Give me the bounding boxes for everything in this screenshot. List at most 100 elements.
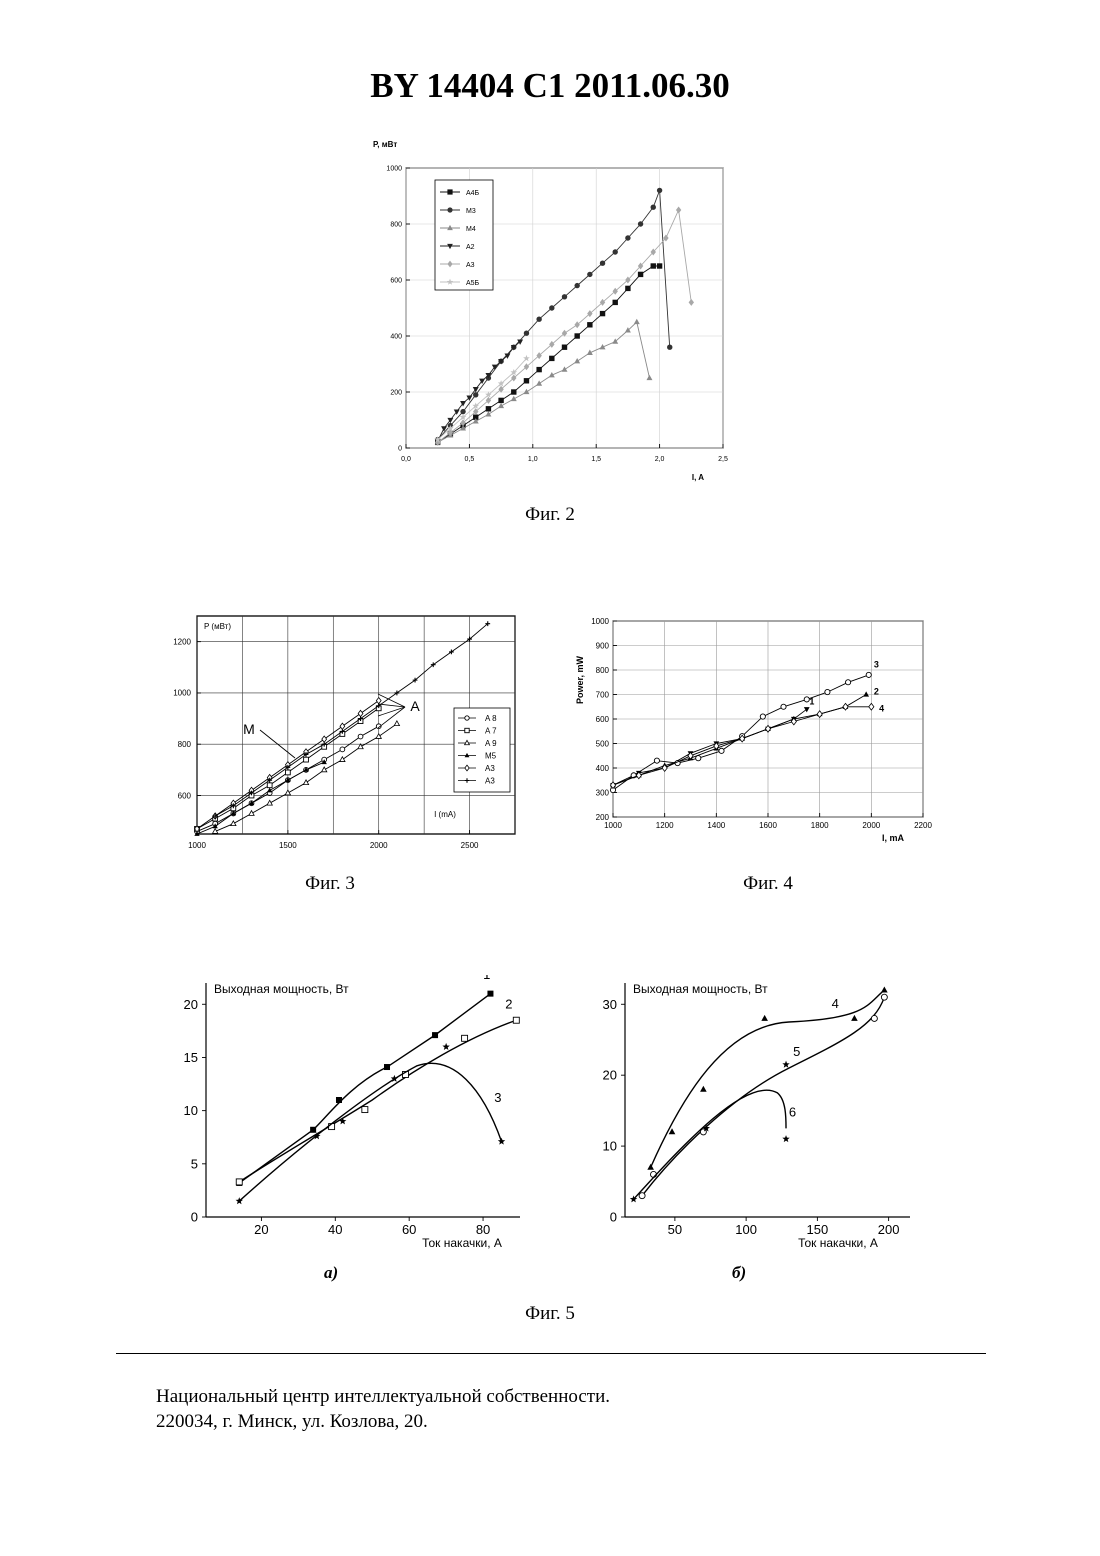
fig5a-series-3: [236, 1043, 506, 1204]
fig5a-series-2-curve: [239, 1020, 516, 1182]
fig5b-sublabel: б): [732, 1263, 746, 1283]
fig3-legend-label: A 8: [485, 714, 497, 723]
fig2-series-1-point: [498, 398, 503, 403]
fig3-legend-label: M5: [485, 752, 497, 761]
fig5b-x-tick-label: 200: [878, 1222, 900, 1237]
fig3-series-2-point: [285, 770, 290, 775]
fig2-series-1-point: [511, 389, 516, 394]
fig4-y-tick-label: 200: [596, 813, 610, 822]
fig5a-x-tick-label: 20: [254, 1222, 268, 1237]
fig2-x-axis-title: I, A: [692, 473, 704, 482]
fig5b-chart: 501001502000102030Ток накачки, АВыходная…: [590, 975, 920, 1257]
fig2-legend: А4БМ3М4А2А3А5Б: [435, 180, 493, 290]
fig4-y-axis-title: Power, mW: [575, 655, 585, 704]
fig2-series-1-point: [657, 263, 662, 268]
fig2-series-2-point: [638, 221, 643, 226]
fig5a-y-tick-label: 10: [184, 1103, 198, 1118]
fig2-series-2-point: [625, 235, 630, 240]
fig5a-x-tick-label: 40: [328, 1222, 342, 1237]
fig5b-series-3-point: [782, 1135, 789, 1142]
fig2-series-2-point: [651, 205, 656, 210]
fig4-series-3-point: [781, 704, 786, 709]
fig4-caption: Фиг. 4: [668, 873, 868, 895]
fig5b-series-1-curve: [651, 990, 885, 1167]
fig2-series-2-point: [667, 345, 672, 350]
fig5a-y-tick-label: 5: [191, 1156, 198, 1171]
fig4-x-tick-label: 1000: [604, 821, 622, 830]
fig3-x-tick-label: 1500: [279, 841, 297, 850]
fig5b-x-tick-label: 150: [807, 1222, 829, 1237]
fig2-x-tick-label: 0,5: [465, 456, 475, 463]
fig3-annotation-m: M: [243, 721, 255, 737]
fig3-caption: Фиг. 3: [230, 873, 430, 895]
fig3-y-axis-title: P (мВт): [204, 622, 231, 631]
fig5b-series-1-point: [851, 1015, 858, 1021]
fig2-series-1-point: [600, 311, 605, 316]
fig5b-series-1-point: [700, 1086, 707, 1092]
fig4-y-tick-label: 500: [596, 739, 610, 748]
fig4-series-4-label: 4: [879, 704, 884, 714]
fig2-chart: 0,00,51,01,52,02,502004006008001000I, AP…: [358, 130, 738, 490]
fig5b-series-3-label: 6: [789, 1104, 796, 1119]
fig4-x-tick-label: 1800: [811, 821, 829, 830]
fig5b-series-2-point: [881, 994, 887, 1000]
fig3-legend-marker: [465, 728, 469, 732]
fig2-legend-label: М4: [466, 226, 476, 233]
fig2-series-1-point: [524, 378, 529, 383]
fig4-y-tick-label: 300: [596, 788, 610, 797]
fig5b-series-1: [647, 986, 887, 1169]
fig2-series-1-point: [638, 272, 643, 277]
fig4-x-tick-label: 2200: [914, 821, 932, 830]
fig2-legend-marker: [447, 189, 452, 194]
fig5a-series-1-point: [336, 1097, 342, 1103]
fig3-annotation-a: A: [410, 698, 420, 714]
fig2-legend-marker: [447, 207, 452, 212]
fig2-series-2-point: [473, 392, 478, 397]
fig4-x-tick-label: 1200: [656, 821, 674, 830]
fig5b-y-axis-title: Выходная мощность, Вт: [633, 982, 768, 996]
fig5a-sublabel: а): [324, 1263, 338, 1283]
fig4-y-tick-label: 400: [596, 764, 610, 773]
fig5a-series-2-label: 2: [505, 997, 512, 1012]
fig2-y-tick-label: 0: [398, 445, 402, 452]
fig4-y-tick-label: 700: [596, 690, 610, 699]
fig4-y-tick-label: 900: [596, 641, 610, 650]
fig2-series-1-point: [651, 263, 656, 268]
fig2-series-2-point: [562, 294, 567, 299]
fig5a-series-3-point: [498, 1138, 505, 1145]
fig4-x-axis-title: I, mA: [882, 833, 905, 843]
fig2-series-2-point: [574, 283, 579, 288]
page-title: BY 14404 C1 2011.06.30: [0, 66, 1100, 106]
fig2-series-1-point: [587, 322, 592, 327]
fig3-legend-box: [454, 708, 510, 792]
fig5b-series-2-label: 5: [793, 1044, 800, 1059]
fig2-series-1-point: [574, 333, 579, 338]
fig4-series-1-label: 1: [809, 696, 814, 706]
fig2-series-2-point: [600, 261, 605, 266]
fig5a-series-3-curve: [239, 1063, 501, 1201]
fig4-x-tick-label: 1400: [707, 821, 725, 830]
fig2-legend-label: А5Б: [466, 280, 480, 287]
fig5b-series-1-label: 4: [832, 996, 839, 1011]
fig2-legend-label: А2: [466, 244, 475, 251]
fig5a-series-2-point: [362, 1107, 368, 1113]
footer-line-1: Национальный центр интеллектуальной собс…: [156, 1384, 610, 1409]
fig3-y-tick-label: 800: [178, 740, 192, 749]
fig2-x-tick-label: 1,0: [528, 456, 538, 463]
fig3-x-tick-label: 1000: [188, 841, 206, 850]
fig2-series-2-point: [536, 317, 541, 322]
fig5b-series-3-curve: [634, 1090, 786, 1199]
fig5a-series-1-point: [310, 1127, 316, 1133]
fig2-series-1-point: [486, 406, 491, 411]
fig5b-y-tick-label: 10: [603, 1139, 617, 1154]
fig2-series-1-point: [562, 345, 567, 350]
fig4-x-tick-label: 2000: [862, 821, 880, 830]
fig4-series-2-label: 2: [874, 687, 879, 697]
fig4-x-tick-label: 1600: [759, 821, 777, 830]
fig5a-series-1-point: [432, 1032, 438, 1038]
fig4-series-3-point: [696, 756, 701, 761]
fig3-legend: A 8A 7A 9M5A3A3: [454, 708, 510, 792]
fig2-series-2-point: [549, 305, 554, 310]
fig4-series-3-label: 3: [874, 660, 879, 670]
fig3-x-tick-label: 2500: [461, 841, 479, 850]
